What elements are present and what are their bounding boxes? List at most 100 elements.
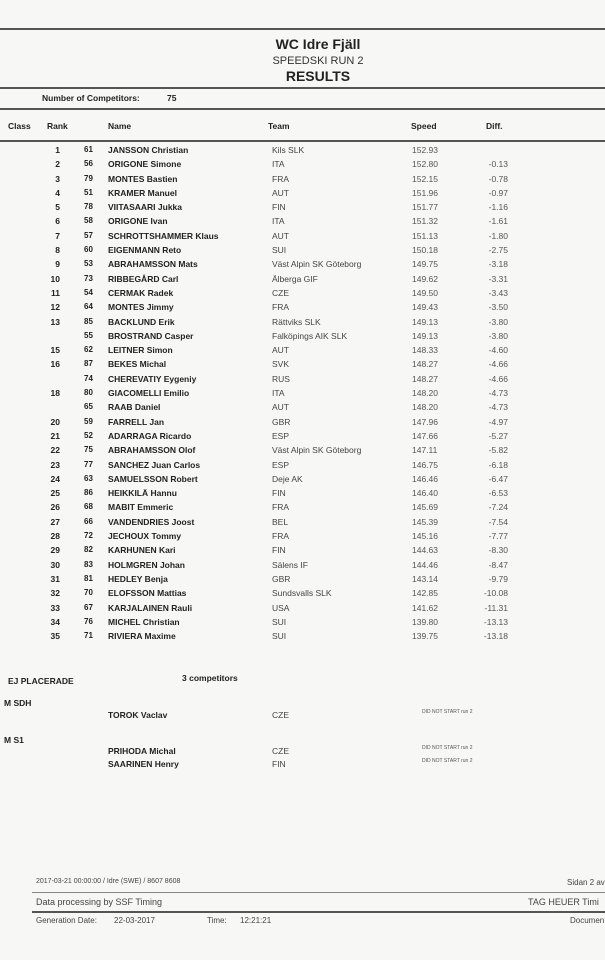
table-row: 33 67 KARJALAINEN Rauli USA 141.62 -11.31 — [0, 601, 605, 615]
name-cell: ABRAHAMSSON Olof — [108, 445, 196, 456]
name-cell: BACKLUND Erik — [108, 316, 175, 327]
col-speed: Speed — [411, 121, 437, 131]
table-row: 2 56 ORIGONE Simone ITA 152.80 -0.13 — [0, 157, 605, 171]
diff-cell: -0.78 — [488, 173, 508, 184]
team-cell: FIN — [272, 545, 286, 556]
team-cell: Älberga GIF — [272, 273, 318, 284]
speed-cell: 144.46 — [412, 559, 438, 570]
diff-cell: -5.82 — [488, 445, 508, 456]
rank-cell: 16 — [50, 359, 60, 370]
rank-cell: 1 — [55, 145, 60, 155]
dns-status: DID NOT START run 2 — [422, 745, 473, 751]
speed-cell: 146.46 — [412, 473, 438, 484]
team-cell: Väst Alpin SK Göteborg — [272, 259, 362, 270]
rank-cell: 27 — [50, 516, 60, 527]
table-row: 27 66 VANDENDRIES Joost BEL 145.39 -7.54 — [0, 515, 605, 529]
speed-cell: 151.77 — [412, 202, 438, 213]
rank-cell: 34 — [50, 616, 60, 627]
speed-cell: 148.27 — [412, 373, 438, 384]
name-cell: EIGENMANN Reto — [108, 245, 182, 256]
class-label: M SDH — [4, 698, 32, 708]
table-row: 26 68 MABIT Emmeric FRA 145.69 -7.24 — [0, 500, 605, 514]
dns-team: CZE — [272, 746, 289, 756]
name-cell: KARJALAINEN Rauli — [108, 602, 193, 613]
table-row: 28 72 JECHOUX Tommy FRA 145.16 -7.77 — [0, 529, 605, 543]
rank-cell: 8 — [55, 245, 60, 256]
team-cell: Falköpings AIK SLK — [272, 330, 348, 341]
name-cell: MONTES Jimmy — [108, 302, 174, 313]
bib-cell: 83 — [84, 559, 93, 569]
table-row: 29 82 KARHUNEN Kari FIN 144.63 -8.30 — [0, 543, 605, 557]
bib-cell: 86 — [84, 488, 93, 498]
bib-cell: 60 — [84, 245, 93, 255]
rank-cell: 29 — [50, 545, 60, 556]
speed-cell: 148.20 — [412, 388, 438, 399]
team-cell: SUI — [272, 616, 287, 627]
name-cell: MONTES Bastien — [108, 173, 178, 184]
rank-cell: 2 — [55, 159, 60, 170]
speed-cell: 149.43 — [412, 302, 438, 313]
speed-cell: 139.80 — [412, 616, 438, 627]
team-cell: SUI — [272, 245, 287, 256]
name-cell: FARRELL Jan — [108, 416, 165, 427]
team-cell: ITA — [272, 216, 285, 227]
rank-cell: 13 — [50, 316, 60, 327]
team-cell: AUT — [272, 187, 289, 198]
rank-cell: 9 — [55, 259, 60, 270]
footer-timing: TAG HEUER Timi — [528, 897, 599, 907]
rank-cell: 31 — [50, 573, 60, 584]
rank-cell: 6 — [55, 216, 60, 227]
table-row: 65 RAAB Daniel AUT 148.20 -4.73 — [0, 400, 605, 414]
speed-cell: 151.96 — [412, 187, 438, 198]
team-cell: AUT — [272, 402, 289, 413]
footer-gen-label: Generation Date: — [36, 916, 97, 925]
table-row: 21 52 ADARRAGA Ricardo ESP 147.66 -5.27 — [0, 429, 605, 443]
table-row: 18 80 GIACOMELLI Emilio ITA 148.20 -4.73 — [0, 386, 605, 400]
rank-cell: 25 — [50, 488, 60, 499]
rank-cell: 21 — [50, 430, 60, 441]
rank-cell: 26 — [50, 502, 60, 513]
speed-cell: 147.11 — [412, 445, 438, 456]
rank-cell: 24 — [50, 473, 60, 484]
speed-cell: 145.39 — [412, 516, 438, 527]
bib-cell: 57 — [84, 230, 93, 240]
dns-name: SAARINEN Henry — [108, 759, 179, 769]
speed-cell: 143.14 — [412, 573, 438, 584]
bib-cell: 72 — [84, 531, 93, 541]
team-cell: ITA — [272, 159, 285, 170]
page-title: RESULTS — [285, 68, 351, 84]
bib-cell: 76 — [84, 616, 93, 626]
speed-cell: 144.63 — [412, 545, 438, 556]
bib-cell: 87 — [84, 359, 93, 369]
diff-cell: -4.60 — [488, 345, 508, 356]
diff-cell: -3.50 — [488, 302, 508, 313]
team-cell: FRA — [272, 173, 289, 184]
table-row: 5 78 VIITASAARI Jukka FIN 151.77 -1.16 — [0, 200, 605, 214]
bib-cell: 59 — [84, 416, 93, 426]
table-row: 4 51 KRAMER Manuel AUT 151.96 -0.97 — [0, 186, 605, 200]
name-cell: BROSTRAND Casper — [108, 330, 194, 341]
run-subtitle: SPEEDSKI RUN 2 — [272, 55, 364, 67]
table-row: 35 71 RIVIERA Maxime SUI 139.75 -13.18 — [0, 629, 605, 643]
table-row: 34 76 MICHEL Christian SUI 139.80 -13.13 — [0, 615, 605, 629]
table-row: 8 60 EIGENMANN Reto SUI 150.18 -2.75 — [0, 243, 605, 257]
team-cell: BEL — [272, 516, 289, 527]
name-cell: MICHEL Christian — [108, 616, 180, 627]
rank-cell: 28 — [50, 531, 60, 542]
bib-cell: 63 — [84, 473, 93, 483]
col-team: Team — [268, 121, 290, 131]
bib-cell: 85 — [84, 316, 93, 326]
team-cell: GBR — [272, 573, 291, 584]
rank-cell: 5 — [55, 202, 60, 213]
bib-cell: 54 — [84, 287, 93, 297]
diff-cell: -10.08 — [483, 588, 508, 599]
dns-team: FIN — [272, 759, 286, 769]
name-cell: RIBBEGÅRD Carl — [108, 273, 179, 284]
team-cell: FIN — [272, 488, 286, 499]
rank-cell: 33 — [50, 602, 60, 613]
table-row: 31 81 HEDLEY Benja GBR 143.14 -9.79 — [0, 572, 605, 586]
team-cell: SUI — [272, 631, 287, 642]
dns-team: CZE — [272, 710, 289, 720]
table-row: 20 59 FARRELL Jan GBR 147.96 -4.97 — [0, 415, 605, 429]
name-cell: HEDLEY Benja — [108, 573, 168, 584]
